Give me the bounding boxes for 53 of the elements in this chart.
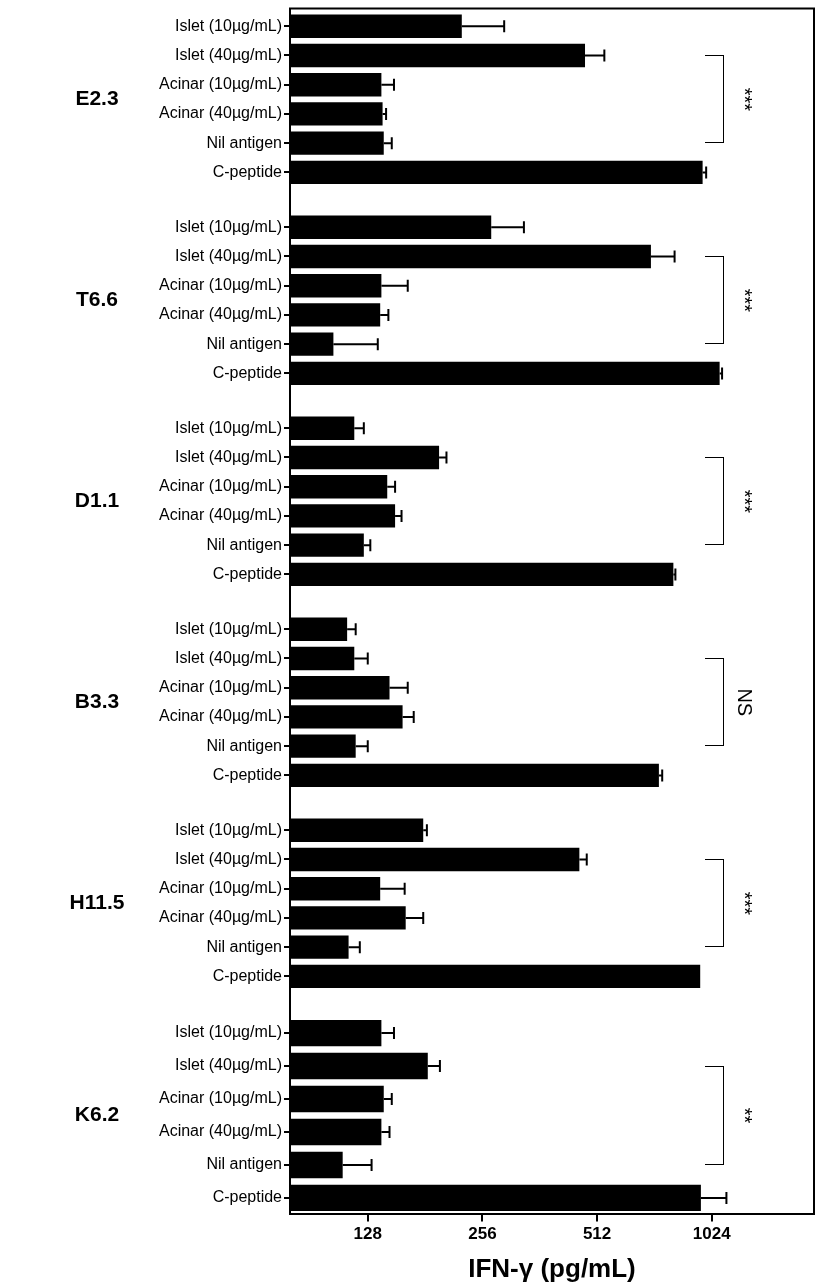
y-axis-title: K6.2 [74, 1102, 120, 1126]
y-axis-title: D1.1 [74, 488, 120, 512]
y-axis-title: B3.3 [74, 689, 120, 713]
y-tick-label: Islet (40µg/mL) [174, 1056, 282, 1074]
y-tick-label: C-peptide [212, 1188, 283, 1206]
y-tick-label: Islet (10µg/mL) [174, 820, 282, 838]
y-tick-label: Nil antigen [206, 334, 282, 352]
annotation: *** [734, 489, 757, 514]
y-tick-label: Acinar (10µg/mL) [158, 1089, 282, 1107]
y-tick-label: Islet (40µg/mL) [174, 246, 282, 264]
annotation: *** [734, 87, 757, 112]
y-tick-label: Acinar (40µg/mL) [158, 908, 282, 926]
y-tick-label: Nil antigen [206, 133, 282, 151]
y-tick-label: Nil antigen [206, 937, 282, 955]
y-tick-label: Islet (40µg/mL) [174, 45, 282, 63]
y-tick-label: Nil antigen [206, 535, 282, 553]
y-axis-title: E2.3 [75, 86, 119, 110]
y-tick-label: Islet (10µg/mL) [174, 16, 282, 34]
annotation: *** [734, 288, 757, 313]
y-tick-label: Islet (40µg/mL) [174, 849, 282, 867]
y-tick-label: C-peptide [212, 162, 283, 180]
y-tick-label: Acinar (10µg/mL) [158, 678, 282, 696]
y-tick-label: Acinar (40µg/mL) [158, 104, 282, 122]
y-tick-label: Acinar (10µg/mL) [158, 477, 282, 495]
y-tick-label: Islet (10µg/mL) [174, 418, 282, 436]
y-tick-label: Islet (40µg/mL) [174, 648, 282, 666]
annotation: ** [734, 1107, 757, 1124]
y-tick-label: C-peptide [212, 765, 283, 783]
y-tick-label: Islet (10µg/mL) [174, 619, 282, 637]
y-tick-label: Nil antigen [206, 736, 282, 754]
x-tick-label: 1024 [692, 1224, 732, 1244]
y-tick-label: C-peptide [212, 564, 283, 582]
y-tick-label: Islet (40µg/mL) [174, 447, 282, 465]
x-tick-label: 512 [582, 1224, 612, 1244]
x-tick-label: 256 [468, 1224, 497, 1244]
x-axis-title: IFN-γ (pg/mL) [468, 1252, 636, 1283]
x-tick-label: 128 [353, 1224, 382, 1244]
annotation: *** [734, 891, 757, 916]
y-tick-label: Islet (10µg/mL) [174, 1023, 282, 1041]
y-tick-label: C-peptide [212, 363, 283, 381]
y-tick-label: Acinar (40µg/mL) [158, 305, 282, 323]
y-tick-label: Acinar (40µg/mL) [158, 707, 282, 725]
y-tick-label: C-peptide [212, 966, 283, 984]
y-tick-label: Acinar (10µg/mL) [158, 75, 282, 93]
y-tick-label: Acinar (40µg/mL) [158, 1122, 282, 1140]
y-tick-label: Nil antigen [206, 1155, 282, 1173]
y-axis-title: H11.5 [69, 890, 125, 914]
y-tick-label: Islet (10µg/mL) [174, 217, 282, 235]
y-tick-label: Acinar (10µg/mL) [158, 276, 282, 294]
y-axis-title: T6.6 [75, 287, 119, 311]
annotation: NS [734, 688, 757, 717]
y-tick-label: Acinar (10µg/mL) [158, 879, 282, 897]
y-tick-label: Acinar (40µg/mL) [158, 506, 282, 524]
